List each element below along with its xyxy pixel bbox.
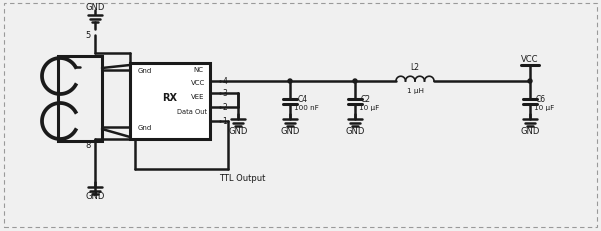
Text: GND: GND — [346, 127, 365, 136]
Text: 1 μH: 1 μH — [406, 88, 424, 94]
Circle shape — [288, 80, 292, 84]
Text: 4: 4 — [222, 77, 227, 86]
Text: 1: 1 — [222, 117, 227, 126]
Text: GND: GND — [85, 3, 105, 12]
Text: Data Out: Data Out — [177, 109, 207, 115]
Text: VCC: VCC — [191, 80, 205, 86]
Text: C6: C6 — [536, 95, 546, 104]
Text: C2: C2 — [361, 95, 371, 104]
Text: VEE: VEE — [191, 94, 205, 100]
Text: Gnd: Gnd — [138, 68, 152, 74]
Text: TTL Output: TTL Output — [219, 174, 265, 183]
Text: GND: GND — [85, 192, 105, 201]
Bar — [130, 64, 210, 139]
Text: 10 μF: 10 μF — [534, 105, 554, 110]
Text: GND: GND — [520, 127, 540, 136]
Text: L2: L2 — [410, 63, 419, 72]
Text: C4: C4 — [298, 95, 308, 104]
Text: NC: NC — [193, 67, 203, 73]
Text: VCC: VCC — [521, 55, 538, 64]
Text: GND: GND — [280, 127, 300, 136]
Text: 3: 3 — [222, 89, 227, 98]
Text: 5: 5 — [85, 31, 91, 40]
Circle shape — [353, 80, 357, 84]
Text: 10 μF: 10 μF — [359, 105, 379, 110]
Text: RX: RX — [162, 93, 177, 103]
Text: Gnd: Gnd — [138, 125, 152, 131]
Circle shape — [528, 80, 532, 84]
Text: 100 nF: 100 nF — [294, 105, 319, 110]
Text: 8: 8 — [85, 141, 91, 150]
Text: GND: GND — [228, 127, 248, 136]
Text: 2: 2 — [222, 103, 227, 112]
